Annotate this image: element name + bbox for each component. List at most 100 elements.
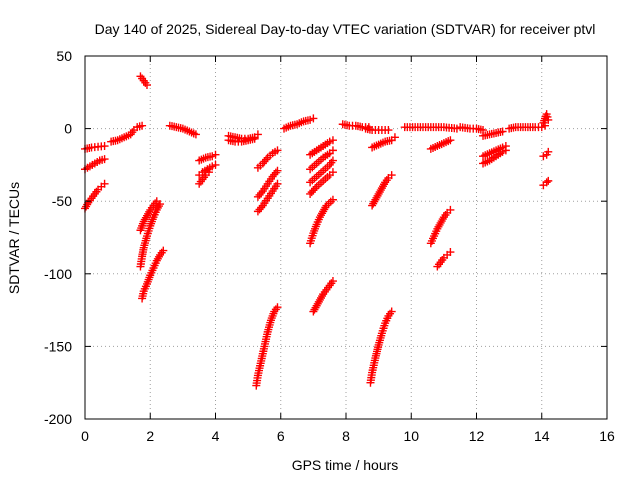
data-point — [387, 171, 396, 180]
arc-series — [456, 123, 488, 135]
x-tick-labels: 0 2 4 6 8 10 12 14 16 — [81, 428, 615, 444]
y-tick-labels: 50 0 -50 -100 -150 -200 — [44, 48, 72, 427]
arc-series — [165, 121, 200, 139]
data-point — [100, 179, 109, 188]
data-point — [446, 136, 455, 145]
arc-series — [195, 150, 220, 165]
data-point — [328, 136, 337, 145]
data-point — [328, 168, 337, 177]
x-tick-label: 8 — [342, 428, 350, 444]
arc-series — [366, 307, 396, 387]
data-point — [250, 134, 259, 143]
arc-series — [539, 147, 553, 161]
data-point — [257, 188, 266, 197]
chart-title: Day 140 of 2025, Sidereal Day-to-day VTE… — [95, 21, 596, 37]
y-axis-title: SDTVAR / TECUs — [6, 182, 22, 294]
data-point — [211, 150, 220, 159]
arc-series — [539, 176, 553, 190]
data-point — [156, 200, 165, 209]
arc-series — [195, 168, 213, 188]
y-tick-label: -150 — [44, 338, 72, 354]
data-point — [257, 203, 266, 212]
y-tick-label: -100 — [44, 266, 72, 282]
data-point — [273, 166, 282, 175]
y-tick-label: 50 — [56, 48, 72, 64]
data-point — [191, 130, 200, 139]
data-point — [501, 146, 510, 155]
arc-series — [426, 205, 455, 248]
x-tick-label: 2 — [146, 428, 154, 444]
y-tick-label: 0 — [64, 121, 72, 137]
data-point — [159, 246, 168, 255]
arc-series — [252, 303, 282, 390]
arc-series — [306, 146, 337, 174]
grid-lines — [85, 56, 607, 419]
data-point — [309, 114, 318, 123]
arc-series — [253, 166, 282, 201]
arc-series — [505, 121, 550, 133]
arc-series — [368, 133, 399, 152]
data-point — [328, 146, 337, 155]
data-point — [142, 81, 151, 90]
arc-series — [361, 124, 393, 135]
arc-series — [253, 146, 282, 172]
data-point — [154, 252, 163, 261]
data-point — [273, 303, 282, 312]
arc-series — [539, 110, 553, 127]
x-tick-label: 4 — [212, 428, 220, 444]
data-point — [544, 147, 553, 156]
data-point — [328, 277, 337, 286]
data-point — [544, 176, 553, 185]
x-tick-label: 10 — [403, 428, 419, 444]
data-point — [380, 180, 389, 189]
arc-series — [433, 248, 455, 271]
arc-series — [309, 277, 337, 316]
arc-series — [138, 246, 168, 303]
arc-series — [306, 136, 337, 159]
data-point — [204, 168, 213, 177]
arc-series — [426, 136, 455, 153]
x-tick-label: 12 — [469, 428, 485, 444]
arc-series — [306, 156, 337, 187]
arc-series — [400, 123, 461, 133]
data-point — [438, 215, 447, 224]
data-point — [544, 115, 553, 124]
data-point — [390, 133, 399, 142]
arc-series — [306, 168, 337, 198]
data-point — [328, 195, 337, 204]
data-point — [100, 142, 109, 151]
data-point — [100, 155, 109, 164]
data-point — [542, 178, 551, 187]
arc-series — [136, 72, 151, 90]
arc-series — [368, 171, 396, 210]
data-point — [211, 160, 220, 169]
data-point — [154, 202, 163, 211]
arc-series — [253, 179, 282, 216]
data-point — [311, 184, 320, 193]
y-tick-label: -200 — [44, 411, 72, 427]
x-tick-label: 6 — [277, 428, 285, 444]
arc-series — [479, 146, 510, 168]
data-point — [262, 155, 271, 164]
arc-series — [136, 200, 165, 271]
data-point — [253, 130, 262, 139]
arc-series — [306, 195, 337, 248]
data-point — [138, 121, 147, 130]
data-point — [318, 292, 327, 301]
data-point — [387, 307, 396, 316]
data-point — [273, 146, 282, 155]
data-point — [384, 126, 393, 135]
data-point — [328, 156, 337, 165]
data-marks — [81, 72, 553, 390]
arc-series — [224, 134, 259, 146]
arc-series — [280, 114, 318, 133]
axis-ticks — [84, 55, 608, 420]
x-tick-label: 14 — [534, 428, 550, 444]
data-point — [446, 248, 455, 257]
x-axis-title: GPS time / hours — [292, 457, 399, 473]
y-tick-label: -50 — [52, 193, 72, 209]
x-tick-label: 16 — [599, 428, 615, 444]
arc-series — [479, 127, 507, 140]
data-point — [446, 205, 455, 214]
